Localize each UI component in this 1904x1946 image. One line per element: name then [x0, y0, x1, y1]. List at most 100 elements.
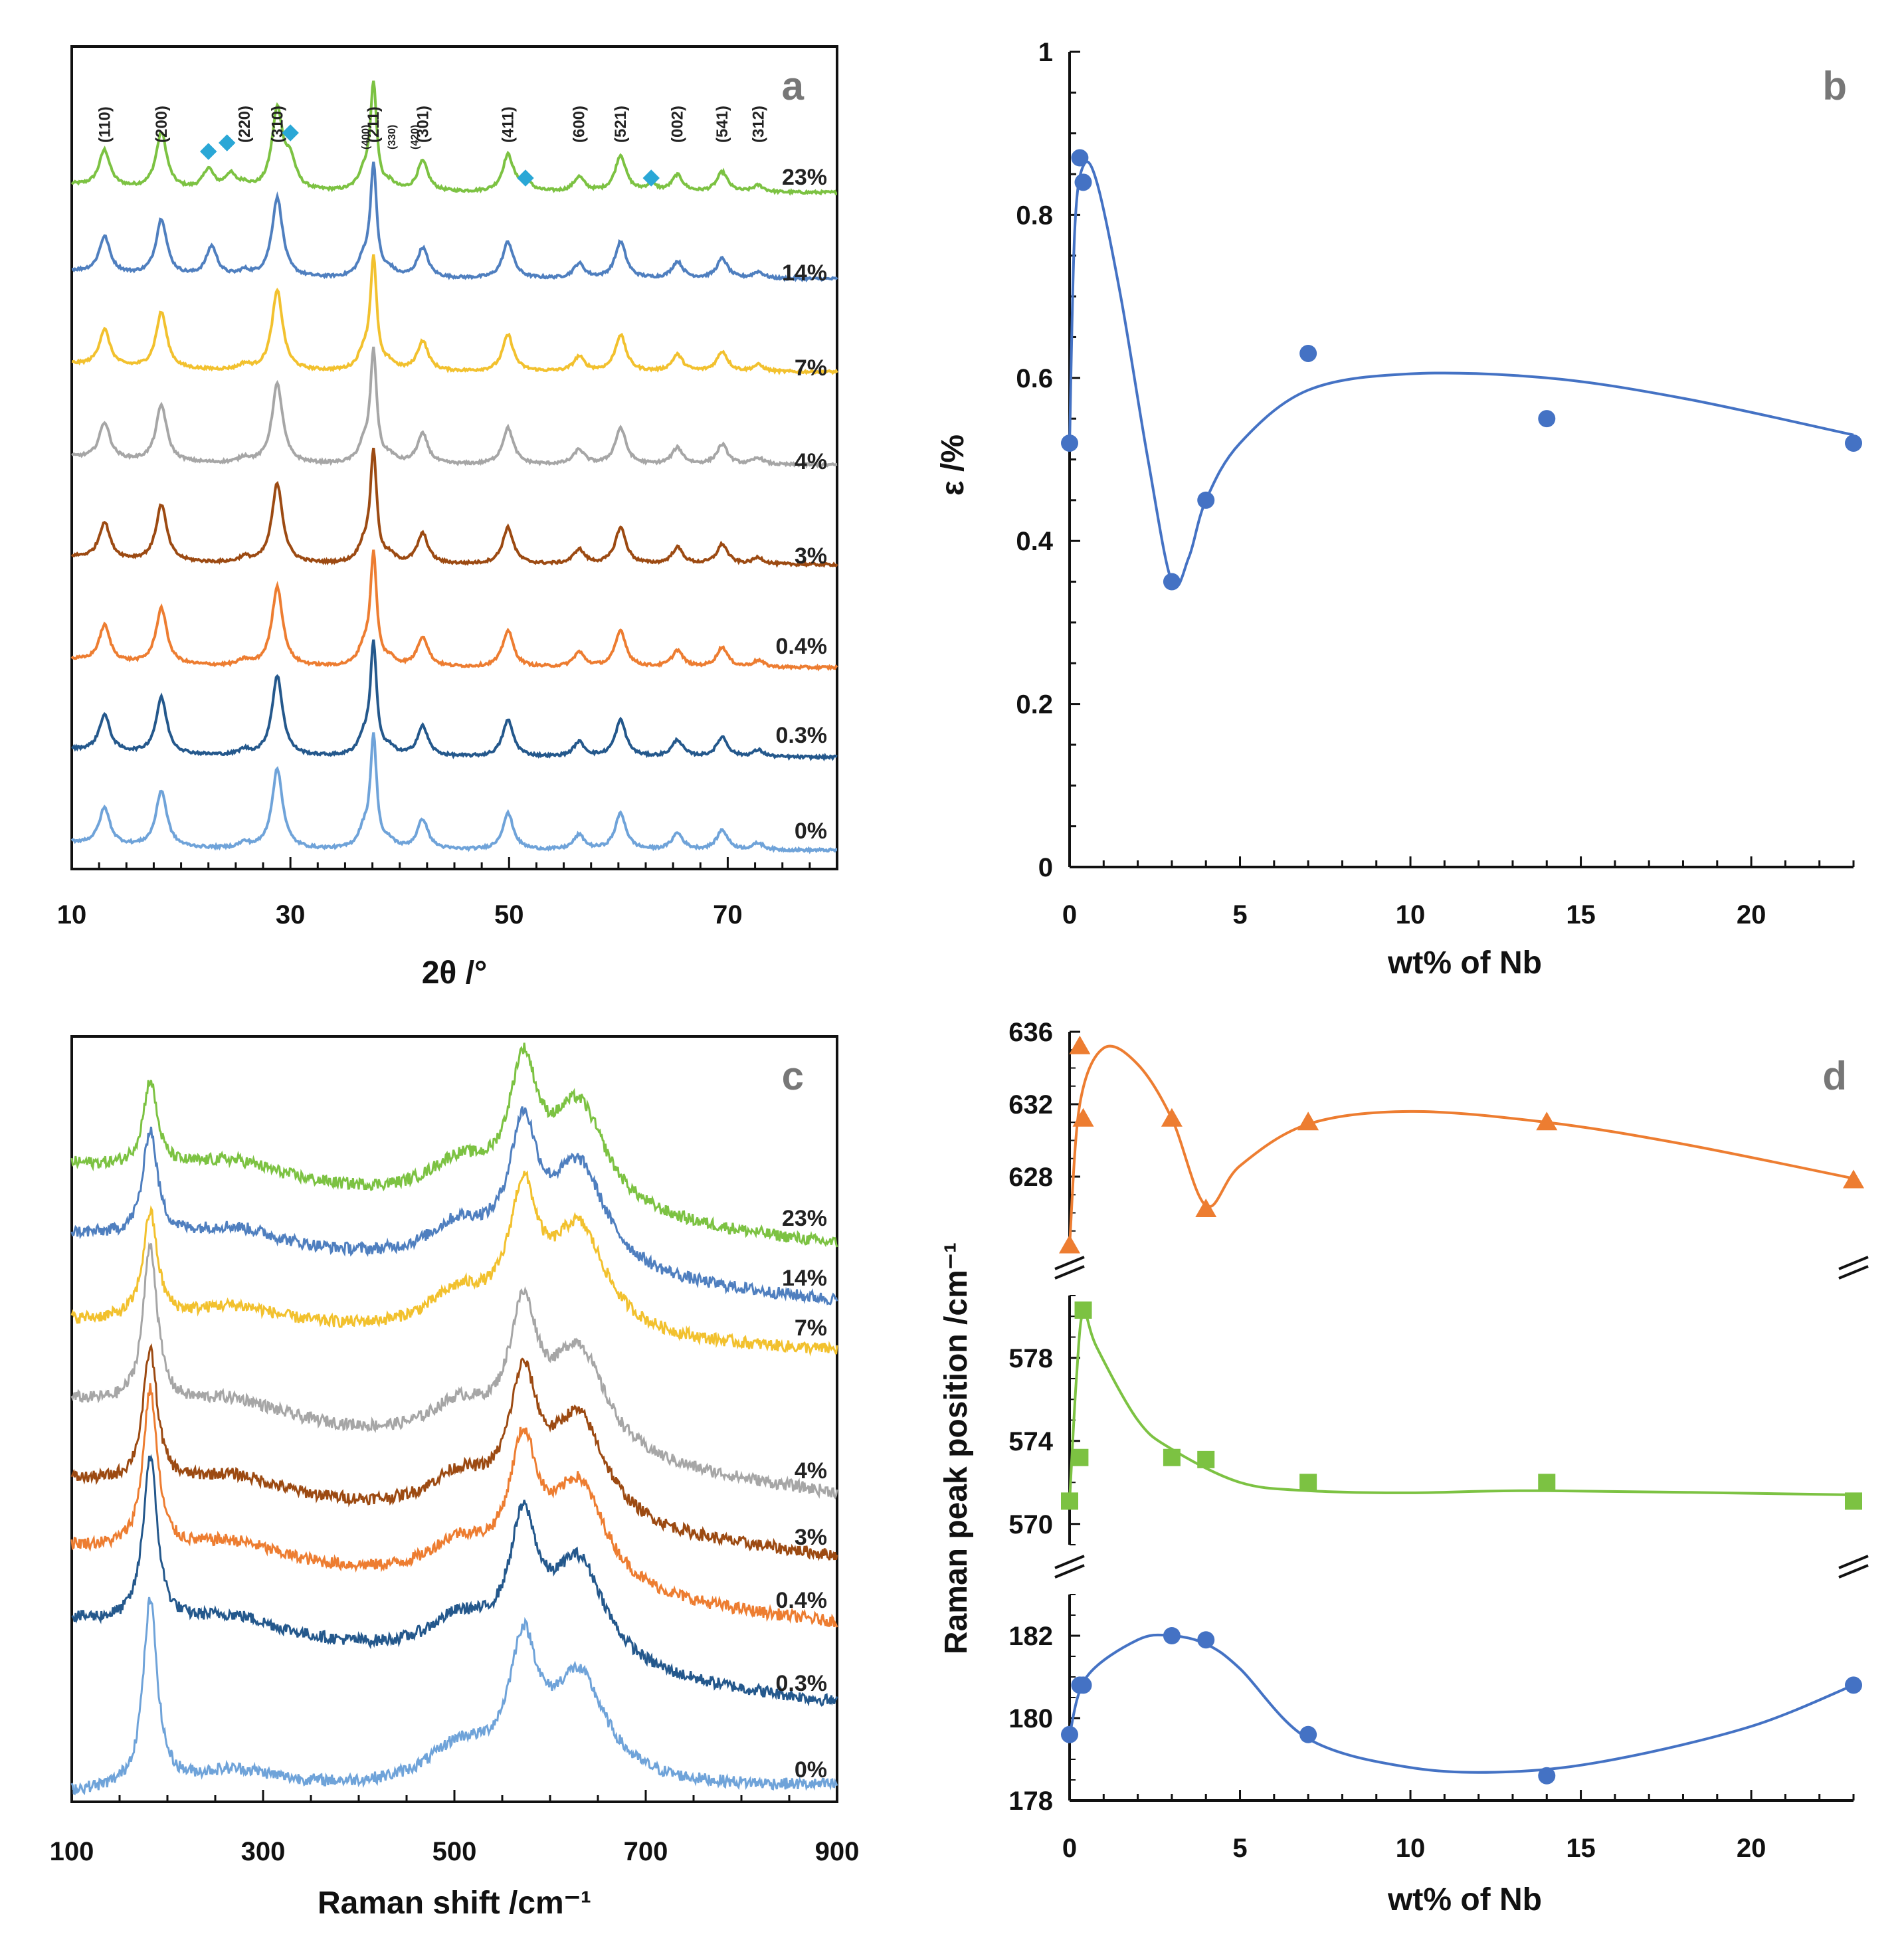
b-x-tick-label: 20	[1737, 900, 1766, 929]
raman-series-4	[70, 1343, 838, 1561]
d-axis-break	[1838, 1256, 1869, 1270]
raman-series-label-5: 0.4%	[776, 1588, 828, 1613]
raman-series-label-2: 7%	[795, 1315, 827, 1341]
d-x-tick-label: 5	[1232, 1834, 1247, 1863]
hkl-label-0: (110)	[96, 106, 114, 143]
d-triangle-point	[1161, 1108, 1183, 1127]
panel-label-b: b	[1822, 64, 1847, 108]
b-data-point	[1163, 573, 1181, 591]
panel-d-x-axis-label: wt% of Nb	[1387, 1882, 1542, 1917]
xrd-series-label-3: 4%	[795, 449, 827, 474]
xrd-series-label-2: 7%	[795, 355, 827, 381]
raman-series-6	[71, 1454, 838, 1707]
c-x-tick-label: 100	[50, 1837, 94, 1866]
b-fit-curve	[1068, 160, 1854, 589]
raman-series-2	[70, 1170, 838, 1357]
d-x-tick-label: 20	[1737, 1834, 1766, 1863]
b-data-point	[1071, 149, 1089, 167]
d-fit-curve-1	[1068, 1310, 1854, 1502]
d-triangle-point	[1195, 1199, 1217, 1218]
d-fit-curve-0	[1068, 1044, 1854, 1246]
xrd-series-4	[70, 447, 838, 568]
d-y-tick-label: 628	[1008, 1163, 1053, 1192]
b-y-tick-label: 0.8	[1016, 201, 1053, 230]
c-x-tick-label: 500	[432, 1837, 477, 1866]
hkl-label-13: (541)	[714, 106, 731, 143]
impurity-diamond-3	[517, 169, 534, 187]
d-square-point	[1163, 1448, 1181, 1466]
hkl-label-8: (301)	[414, 106, 432, 143]
xrd-series-5	[70, 549, 838, 672]
d-x-tick-label: 15	[1566, 1834, 1596, 1863]
xrd-series-label-5: 0.4%	[776, 634, 828, 659]
b-y-tick-label: 0.2	[1016, 690, 1053, 720]
hkl-label-3: (310)	[268, 106, 286, 143]
raman-series-0	[70, 1042, 838, 1248]
hkl-label-10: (600)	[571, 106, 589, 143]
d-square-point	[1197, 1450, 1215, 1468]
b-x-tick-label: 5	[1232, 900, 1247, 929]
c-x-tick-label: 300	[241, 1837, 286, 1866]
hkl-label-7: (420)	[409, 125, 421, 149]
raman-series-label-7: 0%	[795, 1757, 827, 1783]
d-square-point	[1845, 1492, 1862, 1510]
b-x-tick-label: 0	[1062, 900, 1077, 929]
impurity-diamond-4	[642, 169, 660, 187]
xrd-series-3	[71, 346, 838, 469]
d-circle-point	[1074, 1676, 1092, 1694]
raman-series-label-4: 3%	[795, 1525, 827, 1550]
b-data-point	[1197, 491, 1215, 509]
b-y-tick-label: 0.4	[1016, 527, 1053, 556]
hkl-label-2: (220)	[236, 106, 254, 143]
b-data-point	[1845, 434, 1862, 452]
b-y-tick-label: 0.6	[1016, 364, 1053, 393]
d-square-point	[1299, 1474, 1317, 1492]
d-circle-point	[1538, 1767, 1556, 1785]
raman-series-label-6: 0.3%	[776, 1671, 828, 1696]
d-axis-break	[1054, 1265, 1085, 1280]
xrd-series-2	[71, 254, 838, 376]
panel-a-x-axis-label: 2θ /°	[422, 955, 488, 991]
d-square-point	[1074, 1301, 1092, 1319]
xrd-series-label-6: 0.3%	[776, 723, 828, 748]
d-square-point	[1061, 1492, 1078, 1510]
b-y-tick-label: 1	[1038, 38, 1053, 67]
d-y-tick-label: 178	[1008, 1787, 1053, 1816]
panel-b-strain: 00.20.40.60.810 5 10 15 20 b wt% of Nb ε /%	[935, 38, 1862, 981]
xrd-series-label-4: 3%	[795, 543, 827, 569]
d-y-tick-label: 636	[1008, 1018, 1053, 1047]
xrd-series-6	[71, 639, 838, 762]
panel-label-a: a	[782, 64, 805, 108]
xrd-series-0	[70, 80, 838, 196]
xrd-series-1	[71, 161, 838, 283]
d-triangle-point	[1072, 1108, 1094, 1127]
hkl-label-1: (200)	[153, 106, 171, 143]
d-x-tick-label: 10	[1396, 1834, 1426, 1863]
panel-c-raman: 23% 14% 7% 4% 3% 0.4% 0.3% 0% 100 300 500 700 900 c…	[50, 1035, 860, 1921]
panel-label-c: c	[782, 1054, 804, 1098]
d-y-tick-label: 578	[1008, 1344, 1053, 1373]
xrd-series-label-1: 14%	[782, 260, 827, 286]
b-data-point	[1538, 410, 1556, 428]
raman-series-label-0: 23%	[782, 1206, 827, 1231]
d-triangle-point	[1843, 1169, 1864, 1189]
a-x-tick-label: 30	[276, 900, 306, 929]
b-data-point	[1061, 434, 1078, 452]
panel-d-raman-peaks: 628 632 636 570 574 578 178 180 182 0 5 10 15 20 d wt…	[939, 1018, 1869, 1917]
d-x-tick-label: 0	[1062, 1834, 1077, 1863]
d-circle-point	[1163, 1627, 1181, 1644]
b-y-tick-label: 0	[1038, 853, 1053, 882]
raman-series-1	[70, 1106, 838, 1306]
d-fit-curve-2	[1068, 1633, 1854, 1774]
d-axis-break	[1054, 1564, 1085, 1579]
raman-series-5	[70, 1383, 838, 1628]
c-x-tick-label: 900	[815, 1837, 860, 1866]
d-y-tick-label: 632	[1008, 1090, 1053, 1119]
hkl-label-12: (002)	[669, 106, 687, 143]
b-data-point	[1074, 173, 1092, 191]
c-x-tick-label: 700	[624, 1837, 668, 1866]
raman-series-3	[70, 1242, 838, 1500]
hkl-label-6: (330)	[387, 125, 398, 149]
d-triangle-point	[1536, 1112, 1558, 1131]
